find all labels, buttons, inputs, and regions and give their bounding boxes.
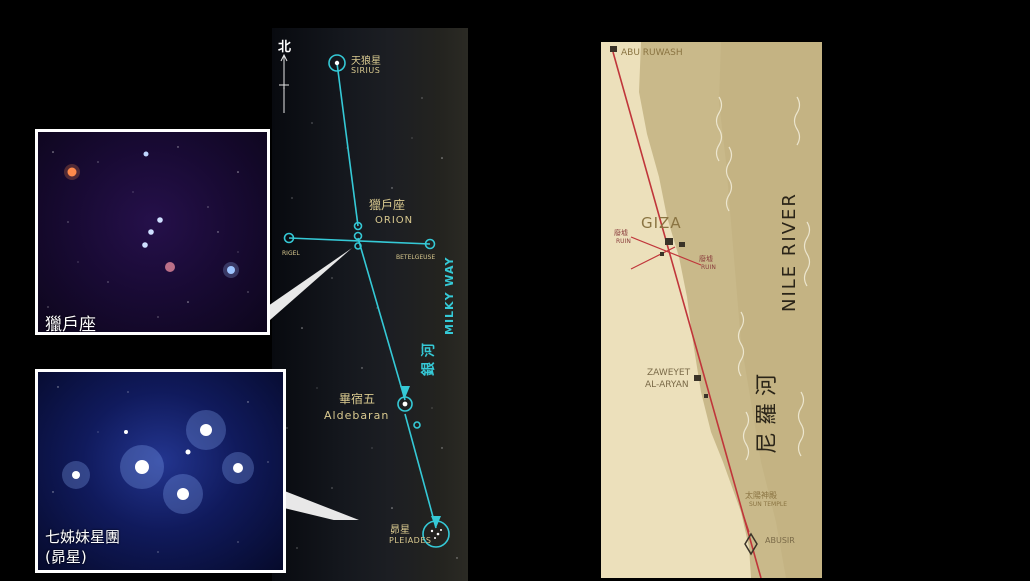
rigel-label: RIGEL [282, 250, 300, 257]
orion-marker-low [354, 242, 362, 250]
pleiades-star-3 [177, 488, 189, 500]
background-stars [283, 57, 458, 559]
north-label: 北 [278, 40, 292, 55]
pleiades-marker [422, 520, 450, 548]
pleiades-star-6 [185, 449, 191, 455]
zaweyet-label-1: ZAWEYET [647, 368, 691, 378]
aldebaran-marker [397, 396, 413, 412]
callout-pointers [268, 248, 359, 520]
pleiades-caption-line1: 七姊妹星團 [45, 528, 121, 546]
ruin-left-cn: 廢墟 [614, 229, 628, 237]
nile-map-panel: ABU RUWASH GIZA 廢墟 RUIN 廢墟 RUIN ZAWEYET … [601, 42, 822, 578]
line-sirius-orion [336, 62, 359, 227]
nile-label-en: NILE RIVER [779, 192, 800, 312]
orion-callout [268, 248, 352, 320]
pleiades-photo-inset: 七姊妹星團 (昴星) [35, 369, 286, 573]
line-orion-aldebaran [357, 237, 406, 401]
star-chart-panel: 北 天狼星 SIRIUS 獵戶座 ORION RIGEL BETELGEUSE … [272, 28, 468, 581]
orion-marker-mid [353, 231, 363, 241]
star-chart-svg [279, 53, 458, 559]
rigel-marker [283, 232, 295, 244]
orion-label-en: ORION [375, 215, 414, 226]
orion-photo [47, 146, 249, 318]
orion-photo-inset: 獵戶座 [35, 129, 270, 335]
giza-label: GIZA [641, 214, 682, 232]
sun-temple-en: SUN TEMPLE [749, 501, 787, 508]
pleiades-star-2 [135, 460, 149, 474]
alignment-line [612, 51, 762, 578]
river-waves [715, 96, 811, 461]
site-markers [610, 46, 708, 398]
ruin-right-en: RUIN [701, 264, 716, 271]
pleiades-photo [52, 386, 269, 553]
abu-ruwash-label: ABU RUWASH [621, 48, 683, 58]
nile-label-cn: 尼 羅 河 [755, 374, 780, 454]
aldebaran-label-cn: 畢宿五 [339, 392, 376, 406]
sun-temple-cn: 太陽神殿 [745, 491, 777, 500]
sirius-label-en: SIRIUS [351, 66, 381, 75]
betelgeuse-label: BETELGEUSE [396, 254, 436, 261]
orion-nebula [165, 262, 175, 272]
pleiades-label-en: PLEIADES [389, 536, 432, 545]
orion-caption: 獵戶座 [45, 315, 96, 335]
milky-way-label-cn: 銀 河 [421, 343, 437, 376]
milky-way-label-en: MILKY WAY [443, 256, 456, 335]
orion-marker-top [353, 221, 363, 231]
arrow-head-pleiades [431, 516, 441, 528]
aldebaran-label-en: Aldebaran [324, 409, 390, 422]
sirius-label-cn: 天狼星 [351, 56, 381, 67]
abusir-label: ABUSIR [765, 536, 795, 545]
ruin-left-en: RUIN [616, 238, 631, 245]
zaweyet-label-2: AL-ARYAN [645, 380, 689, 390]
pleiades-star-1 [200, 424, 212, 436]
orion-belt-3 [142, 242, 148, 248]
ruin-right-cn: 廢墟 [699, 255, 713, 263]
line-aldebaran-pleiades [404, 413, 437, 529]
pleiades-star-5 [72, 471, 80, 479]
sirius-marker [328, 54, 346, 72]
abusir-marker [744, 532, 758, 556]
arrow-head-aldebaran [400, 386, 410, 398]
nile-map-svg [610, 42, 822, 578]
pleiades-label-cn: 昴星 [390, 525, 410, 536]
aldebaran-submarker [413, 421, 421, 429]
pleiades-caption-line2: (昴星) [45, 548, 87, 566]
betelgeuse-photo-star [67, 167, 77, 177]
pleiades-star-7 [124, 430, 128, 434]
orion-label-cn: 獵戶座 [369, 198, 406, 212]
pleiades-star-4 [233, 463, 243, 473]
rigel-photo-star [227, 266, 235, 274]
betelgeuse-marker [424, 238, 436, 250]
orion-belt-1 [157, 217, 163, 223]
pleiades-callout [282, 490, 359, 520]
orion-belt-2 [148, 229, 154, 235]
pleiades-glow [62, 410, 254, 514]
